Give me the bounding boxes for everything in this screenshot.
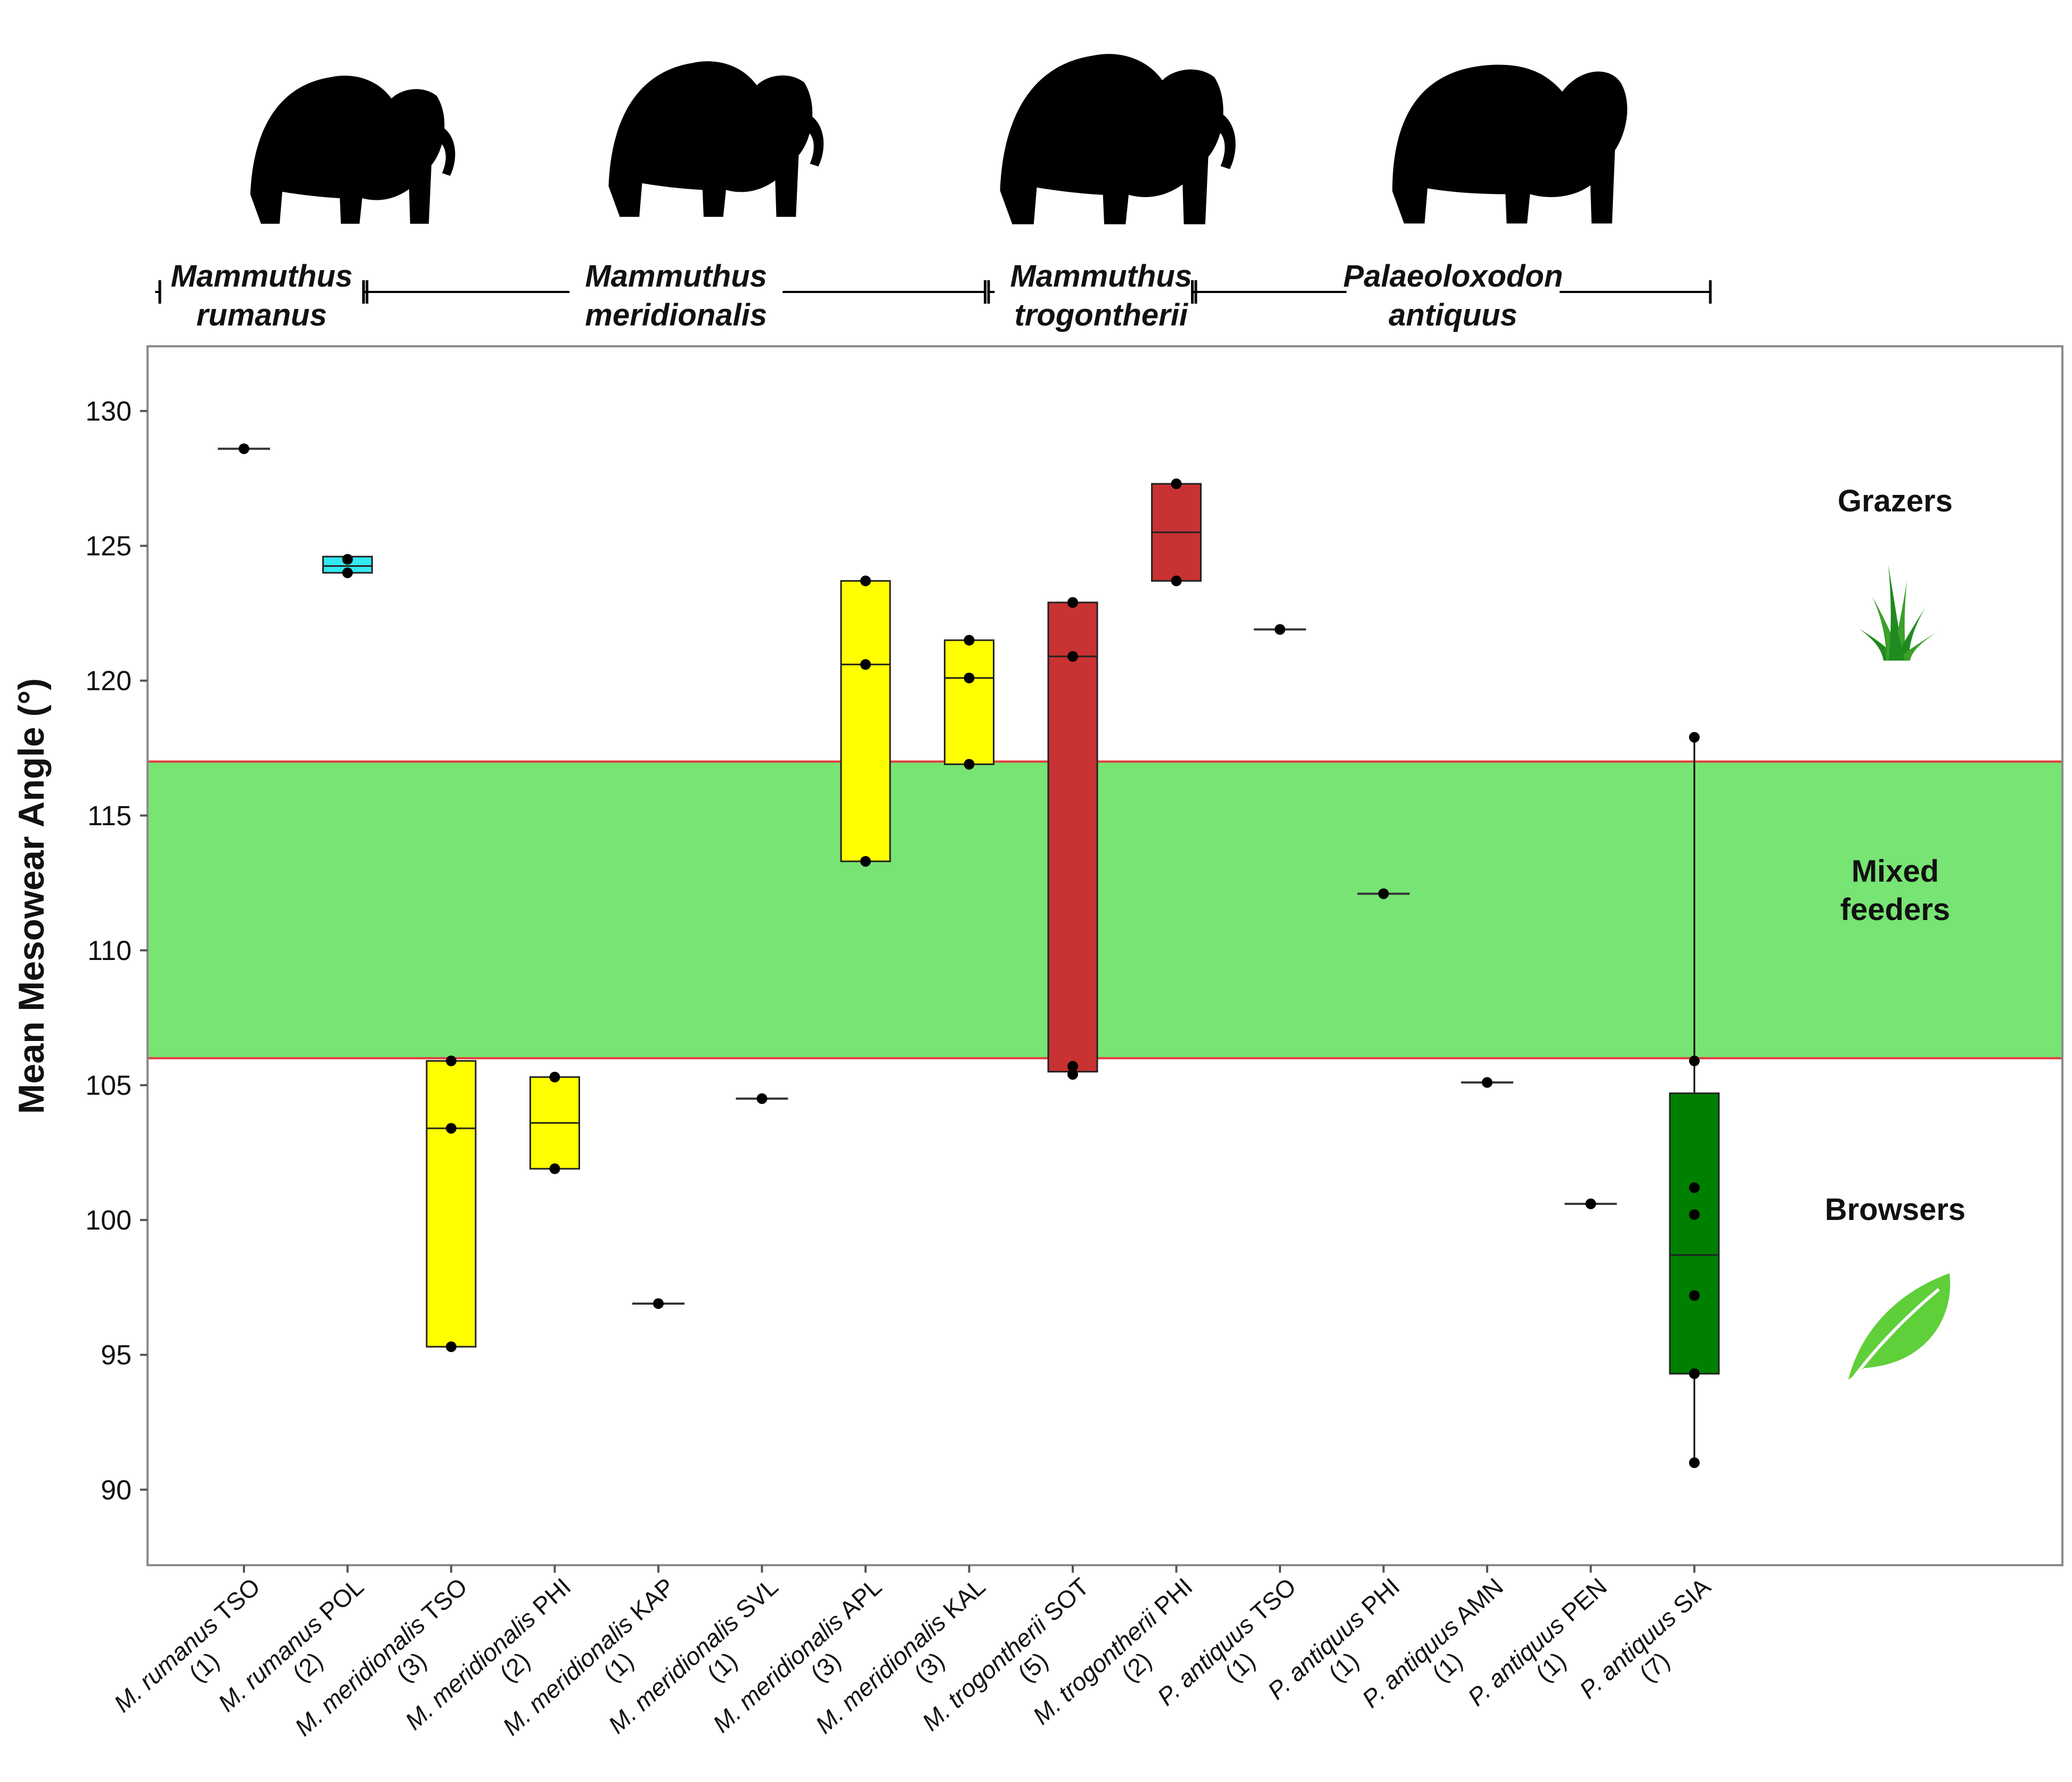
data-point — [1689, 1055, 1700, 1067]
data-point — [239, 443, 249, 454]
data-point — [756, 1093, 768, 1104]
box-group — [1254, 624, 1306, 635]
taxon-name: Mammuthus — [585, 259, 767, 294]
y-tick-label: 110 — [87, 935, 132, 966]
data-point — [1171, 575, 1182, 587]
box-group — [1357, 888, 1410, 899]
data-point — [446, 1055, 456, 1067]
data-point — [1585, 1198, 1596, 1209]
data-point — [549, 1071, 560, 1083]
data-point — [1378, 888, 1389, 899]
grass-blade — [1895, 631, 1939, 661]
y-tick-label: 95 — [101, 1340, 132, 1371]
taxon-bracket: Mammuthus rumanus — [155, 259, 369, 332]
box-group — [322, 554, 373, 579]
y-axis: 90 95 100 105 110 115 120 125 130 — [85, 345, 2063, 1566]
taxon-bracket: Palaeoloxodon antiquus — [1194, 259, 1712, 332]
taxon-name: meridionalis — [585, 298, 767, 332]
data-point — [1067, 1069, 1078, 1080]
box-group — [632, 1298, 684, 1309]
y-axis-label: Mean Mesowear Angle (°) — [11, 678, 52, 1114]
data-point — [1689, 1457, 1700, 1468]
data-point — [860, 856, 871, 867]
data-point — [1689, 1368, 1700, 1379]
box-group — [944, 634, 994, 770]
taxon-name: Palaeoloxodon — [1343, 259, 1563, 294]
box-group — [1669, 731, 1720, 1468]
data-point — [342, 567, 353, 579]
zone-label: Mixed — [1851, 854, 1939, 889]
y-tick-label: 100 — [85, 1205, 132, 1236]
data-point — [860, 659, 871, 670]
taxon-name: antiquus — [1389, 298, 1518, 332]
y-tick-label: 130 — [85, 396, 132, 427]
data-point — [446, 1122, 456, 1134]
data-point — [1689, 731, 1700, 743]
box-group — [1047, 597, 1098, 1080]
mixed-feeders-band — [148, 761, 2062, 1059]
y-tick-label: 105 — [85, 1070, 132, 1101]
box-group — [218, 443, 270, 454]
data-point — [653, 1298, 664, 1309]
grass-blade — [1890, 610, 1905, 661]
data-point — [342, 554, 353, 565]
y-tick-label: 125 — [85, 531, 132, 562]
y-tick-label: 90 — [101, 1475, 132, 1506]
data-point — [964, 759, 975, 770]
box-group — [1564, 1198, 1617, 1209]
zone-label: Grazers — [1838, 484, 1953, 518]
data-point — [964, 672, 975, 683]
zone-label: feeders — [1840, 892, 1950, 927]
taxon-name: rumanus — [197, 298, 327, 332]
box — [1669, 1092, 1720, 1375]
grass-icon — [1859, 565, 1939, 661]
grass-blade — [1894, 607, 1926, 661]
taxon-name: Mammuthus — [170, 259, 353, 294]
box — [840, 580, 891, 862]
taxon-bracket: Mammuthus trogontherii — [987, 259, 1208, 332]
box — [1047, 601, 1098, 1073]
mixed-feeders-zone — [148, 760, 2062, 1060]
leaf-icon — [1847, 1273, 1951, 1386]
data-point — [1482, 1077, 1492, 1088]
box-group — [840, 575, 891, 867]
box-group — [1151, 478, 1202, 587]
taxon-bracket: Mammuthus meridionalis — [365, 259, 986, 332]
zone-label: Browsers — [1825, 1192, 1965, 1227]
box — [944, 639, 994, 766]
box — [426, 1060, 477, 1348]
data-point — [1689, 1209, 1700, 1220]
data-point — [1067, 1061, 1078, 1072]
box-group — [736, 1093, 788, 1104]
taxa-header: MammuthusrumanusMammuthusmeridionalisMam… — [155, 259, 1712, 332]
data-point — [1689, 1290, 1700, 1301]
taxon-name: Mammuthus — [1010, 259, 1192, 294]
y-tick-label: 120 — [85, 666, 132, 697]
grass-blade — [1891, 581, 1907, 661]
box-group — [529, 1071, 580, 1174]
data-point — [964, 634, 975, 646]
data-point — [549, 1163, 560, 1174]
box-group — [426, 1055, 477, 1352]
data-point — [860, 575, 871, 587]
leaf-vein — [1847, 1288, 1940, 1386]
data-point — [446, 1341, 456, 1352]
data-point — [1275, 624, 1285, 635]
plot-frame — [146, 345, 2063, 1566]
data-point — [1067, 597, 1078, 608]
data-point — [1067, 651, 1078, 662]
taxon-name: trogontherii — [1015, 298, 1189, 332]
data-point — [1171, 478, 1182, 490]
box-group — [1461, 1077, 1513, 1088]
y-tick-label: 115 — [87, 801, 132, 832]
data-point — [1689, 1182, 1700, 1193]
box-plots — [218, 443, 1720, 1468]
